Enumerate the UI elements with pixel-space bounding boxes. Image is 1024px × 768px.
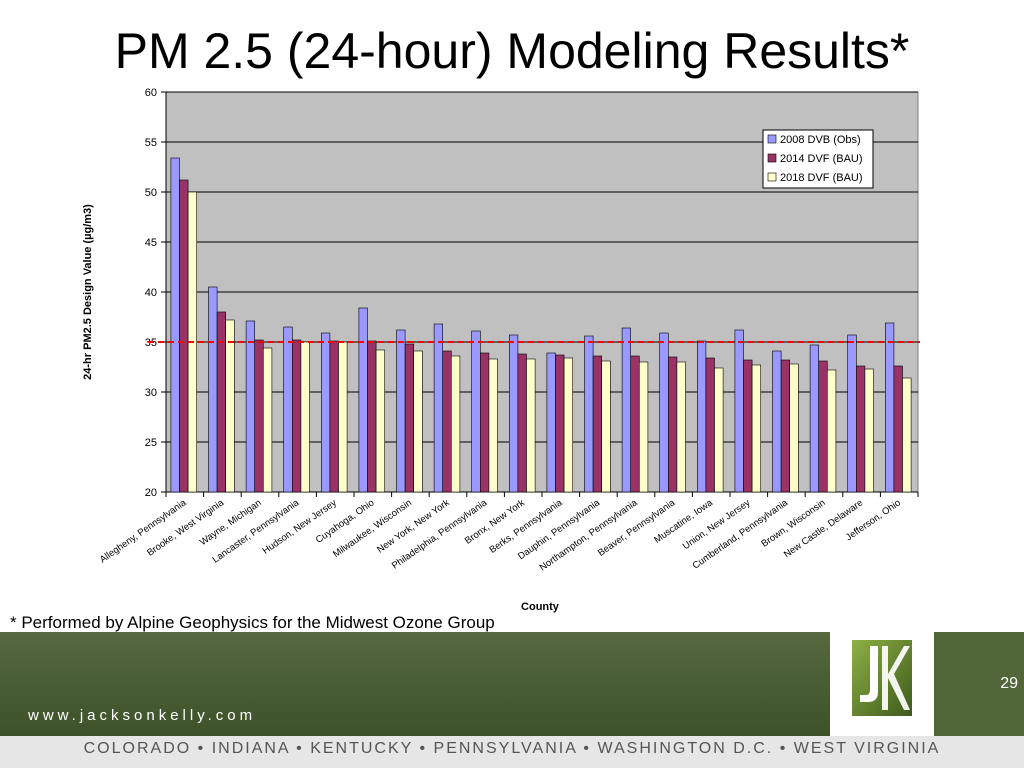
bar-2014-dvf-bau [404, 343, 415, 493]
bar-2008-dvb-obs [358, 307, 368, 493]
jackson-kelly-logo [852, 640, 912, 716]
bar-2018-dvf-bau [563, 357, 573, 493]
bar-2014-dvf-bau [893, 365, 903, 493]
bar-2014-dvf-bau [667, 356, 678, 493]
legend-box [762, 129, 874, 189]
bar-2008-dvb-obs [734, 329, 744, 493]
bar-2014-dvf-bau [442, 350, 452, 493]
bar-2008-dvb-obs [659, 332, 669, 493]
bar-2008-dvb-obs [847, 334, 857, 493]
bar-2014-dvf-bau [179, 179, 189, 493]
bar-2008-dvb-obs [170, 157, 180, 493]
bar-2014-dvf-bau [367, 340, 377, 493]
legend-label: 2008 DVB (Obs) [780, 134, 861, 146]
bar-chart: 202530354045505560Allegheny, Pennsylvani… [82, 87, 920, 613]
bar-2014-dvf-bau [517, 353, 527, 493]
footer-panel [0, 632, 830, 736]
bar-2008-dvb-obs [471, 330, 481, 493]
legend-label: 2018 DVF (BAU) [780, 172, 863, 184]
bar-2018-dvf-bau [714, 367, 724, 493]
x-axis-title: County [521, 601, 560, 613]
bar-2008-dvb-obs [396, 329, 406, 493]
bar-2008-dvb-obs [283, 326, 293, 493]
bar-2018-dvf-bau [902, 377, 912, 493]
bar-2008-dvb-obs [245, 320, 256, 493]
page-number-panel [934, 632, 1024, 736]
bar-2014-dvf-bau [216, 311, 227, 493]
bar-2018-dvf-bau [262, 347, 273, 493]
legend-swatch [767, 172, 777, 182]
bar-2018-dvf-bau [338, 341, 348, 493]
bar-2014-dvf-bau [555, 354, 565, 493]
states-bar [0, 736, 1024, 768]
bar-2014-dvf-bau [291, 339, 302, 493]
bar-2018-dvf-bau [751, 364, 761, 493]
bar-2018-dvf-bau [676, 361, 686, 493]
y-tick-label: 50 [145, 187, 157, 199]
bar-2018-dvf-bau [375, 349, 386, 493]
slide-title: PM 2.5 (24-hour) Modeling Results* [114, 23, 910, 79]
footnote: * Performed by Alpine Geophysics for the… [10, 613, 495, 632]
bar-2014-dvf-bau [254, 339, 264, 493]
y-tick-label: 55 [145, 137, 157, 149]
y-tick-label: 30 [145, 387, 157, 399]
bar-2008-dvb-obs [772, 350, 782, 493]
bar-2008-dvb-obs [546, 352, 556, 493]
bar-2008-dvb-obs [621, 327, 631, 493]
bar-2008-dvb-obs [584, 335, 594, 493]
bar-2008-dvb-obs [320, 332, 331, 493]
x-tick-label: Brown, Wisconsin [759, 497, 827, 549]
states-list: COLORADO • INDIANA • KENTUCKY • PENNSYLV… [83, 740, 941, 757]
bar-2014-dvf-bau [855, 365, 866, 493]
bar-2008-dvb-obs [433, 323, 444, 493]
bar-2014-dvf-bau [705, 357, 715, 493]
y-tick-label: 45 [145, 237, 157, 249]
bar-2014-dvf-bau [479, 352, 490, 493]
website-link[interactable]: www.jacksonkelly.com [28, 707, 257, 724]
y-tick-label: 60 [145, 87, 157, 99]
bar-2008-dvb-obs [208, 286, 218, 493]
bar-2008-dvb-obs [696, 340, 707, 493]
bar-2018-dvf-bau [488, 358, 498, 493]
y-tick-label: 20 [145, 487, 157, 499]
y-tick-label: 40 [145, 287, 157, 299]
legend-swatch [767, 153, 777, 163]
bar-2018-dvf-bau [826, 369, 837, 493]
bar-2018-dvf-bau [300, 341, 310, 493]
bar-2018-dvf-bau [601, 360, 611, 493]
bar-2018-dvf-bau [789, 363, 799, 493]
legend-swatch [767, 134, 777, 144]
y-tick-label: 25 [145, 437, 157, 449]
bar-2018-dvf-bau [413, 350, 423, 493]
bar-2014-dvf-bau [630, 355, 640, 493]
bar-2018-dvf-bau [526, 358, 536, 493]
bar-2014-dvf-bau [743, 359, 753, 493]
bar-2014-dvf-bau [329, 340, 339, 493]
bar-2018-dvf-bau [225, 319, 235, 493]
bar-2018-dvf-bau [864, 368, 874, 493]
bar-2014-dvf-bau [818, 360, 828, 493]
bar-2014-dvf-bau [592, 355, 602, 493]
bar-2008-dvb-obs [508, 334, 519, 493]
bar-2014-dvf-bau [780, 359, 790, 493]
bar-2008-dvb-obs [809, 344, 819, 493]
legend-label: 2014 DVF (BAU) [780, 153, 863, 165]
page-number: 29 [1000, 675, 1018, 692]
y-axis-title: 24-hr PM2.5 Design Value (µg/m3) [82, 204, 94, 380]
bar-2018-dvf-bau [638, 361, 649, 493]
bar-2008-dvb-obs [884, 322, 895, 493]
bar-2018-dvf-bau [450, 355, 461, 493]
